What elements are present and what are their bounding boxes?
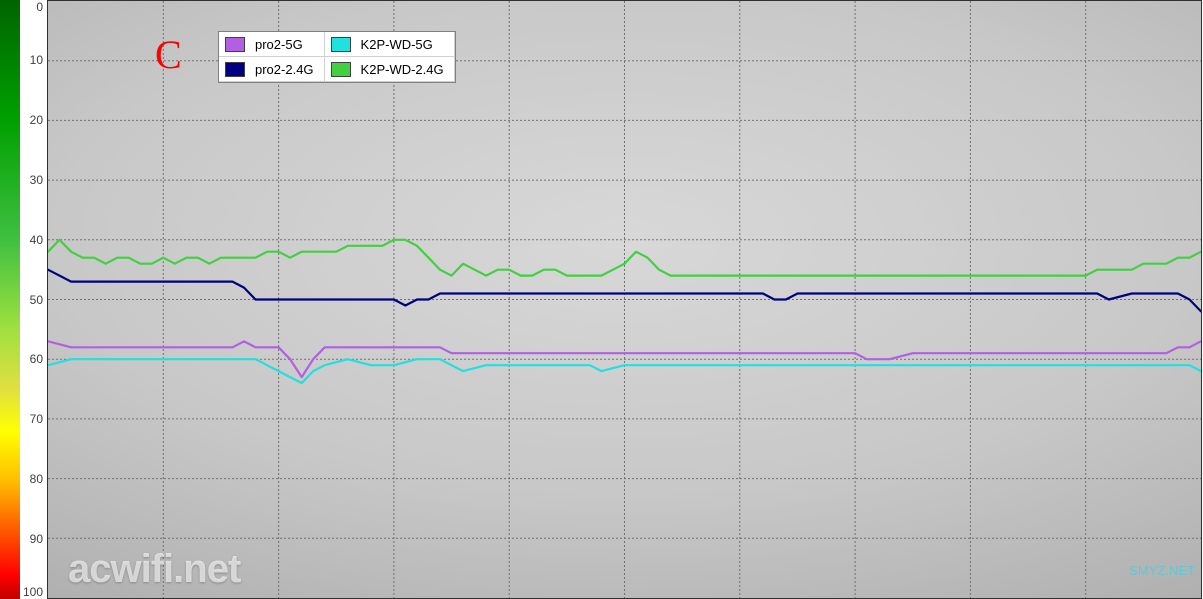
legend-label: K2P-WD-5G bbox=[361, 37, 433, 52]
y-tick-label: 60 bbox=[23, 352, 43, 366]
y-tick-label: 70 bbox=[23, 412, 43, 426]
legend-item-k2p_24g[interactable]: K2P-WD-2.4G bbox=[325, 57, 455, 82]
legend-item-pro2_24g[interactable]: pro2-2.4G bbox=[219, 57, 325, 82]
y-axis-color-gradient bbox=[0, 0, 20, 599]
legend-swatch bbox=[225, 37, 245, 52]
y-tick-label: 80 bbox=[23, 472, 43, 486]
signal-chart: 0 10 20 30 40 50 60 70 80 90 100 C pro2-5G K2P-WD-5… bbox=[0, 0, 1203, 599]
legend-label: K2P-WD-2.4G bbox=[361, 62, 444, 77]
y-tick-label: 50 bbox=[23, 293, 43, 307]
y-tick-label: 10 bbox=[23, 53, 43, 67]
y-tick-label: 90 bbox=[23, 532, 43, 546]
y-tick-label: 100 bbox=[23, 585, 43, 599]
y-tick-label: 0 bbox=[23, 0, 43, 14]
y-tick-label: 40 bbox=[23, 233, 43, 247]
legend-label: pro2-5G bbox=[255, 37, 303, 52]
location-label: C bbox=[155, 31, 182, 78]
plot-area: C pro2-5GK2P-WD-5Gpro2-2.4GK2P-WD-2.4G a… bbox=[47, 0, 1202, 599]
y-tick-label: 30 bbox=[23, 173, 43, 187]
legend-label: pro2-2.4G bbox=[255, 62, 314, 77]
legend-swatch bbox=[331, 37, 351, 52]
y-tick-label: 20 bbox=[23, 113, 43, 127]
legend-item-pro2_5g[interactable]: pro2-5G bbox=[219, 32, 325, 57]
legend-item-k2p_5g[interactable]: K2P-WD-5G bbox=[325, 32, 455, 57]
legend-swatch bbox=[225, 62, 245, 77]
legend: pro2-5G K2P-WD-5G pro2-2.4G K2P-WD-2.4G bbox=[218, 31, 456, 83]
legend-swatch bbox=[331, 62, 351, 77]
